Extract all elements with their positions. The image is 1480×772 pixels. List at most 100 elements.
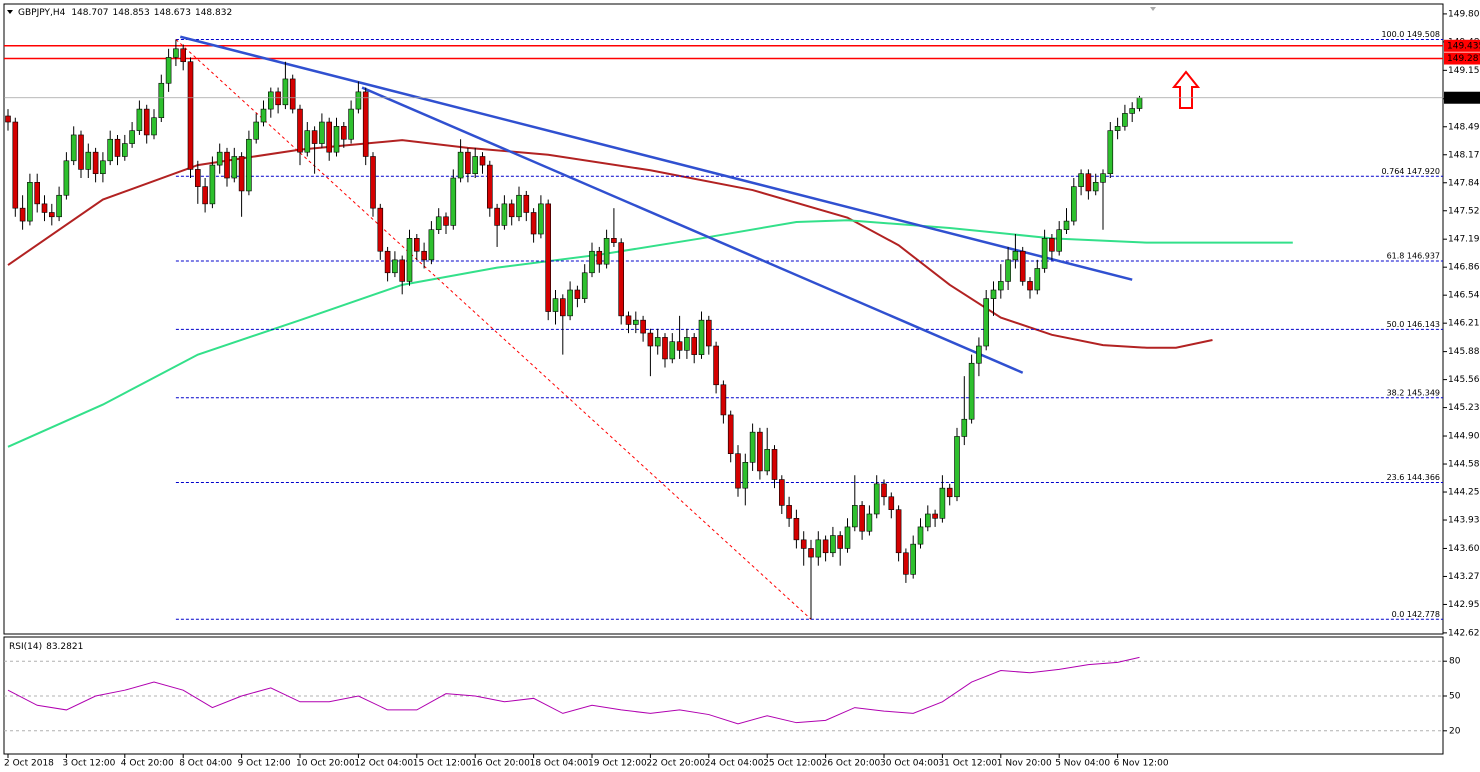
candle-body — [662, 337, 668, 360]
candle-body — [12, 121, 19, 209]
candle-body — [1129, 108, 1135, 114]
candle-body — [742, 462, 749, 489]
candle-body — [355, 91, 362, 110]
candle-body — [253, 121, 259, 140]
y-tick-label: 146.865 — [1448, 263, 1480, 273]
candle-body — [209, 164, 216, 205]
candle-body — [851, 505, 858, 528]
x-tick-label: 3 Oct 12:00 — [62, 759, 115, 769]
high: 148.853 — [113, 8, 150, 18]
y-tick-label: 144.905 — [1448, 432, 1480, 442]
candle-body — [122, 143, 128, 157]
candle-body — [866, 513, 873, 532]
candle-body — [793, 518, 800, 541]
up-arrow — [1171, 70, 1201, 109]
candle-body — [508, 203, 515, 218]
candle-body — [684, 337, 690, 351]
candle-body — [246, 138, 252, 192]
candle-body — [581, 272, 588, 299]
candle-body — [640, 319, 646, 334]
candle-body — [165, 57, 172, 84]
candle-body — [413, 238, 420, 252]
candle-body — [443, 216, 449, 226]
candle-body — [1092, 182, 1099, 192]
candle-body — [735, 453, 741, 489]
x-tick-label: 22 Oct 20:00 — [646, 759, 705, 769]
candle-body — [297, 108, 303, 153]
low: 148.673 — [154, 8, 191, 18]
candle-body — [494, 207, 500, 226]
candle-body — [5, 115, 11, 123]
candle-body — [136, 108, 143, 131]
candle-body — [282, 78, 289, 106]
y-tick-label: 148.170 — [1448, 150, 1480, 160]
level-badge — [1444, 39, 1480, 52]
x-tick-label: 30 Oct 04:00 — [880, 759, 939, 769]
x-tick-label: 12 Oct 04:00 — [354, 759, 413, 769]
candle-body — [304, 130, 311, 153]
candle-body — [983, 298, 990, 347]
y-tick-label: 144.255 — [1448, 488, 1480, 498]
candle-body — [1136, 97, 1143, 109]
candle-body — [647, 332, 654, 347]
candle-body — [632, 319, 639, 325]
candle-body — [143, 108, 150, 136]
candle-body — [1041, 238, 1048, 269]
candle-body — [727, 414, 734, 454]
candle-body — [406, 238, 413, 282]
candle-body — [370, 156, 376, 209]
candle-body — [107, 138, 113, 162]
candle-body — [903, 552, 909, 575]
candle-body — [822, 539, 829, 554]
candle-body — [567, 289, 573, 317]
fib-diagonal — [175, 39, 812, 620]
main-panel — [3, 3, 1444, 635]
level-badge — [1444, 52, 1480, 65]
candle-body — [195, 169, 201, 187]
candle-body — [574, 289, 581, 299]
x-tick-label: 9 Oct 12:00 — [238, 759, 291, 769]
shift-marker — [1150, 7, 1156, 11]
candle-body — [238, 156, 245, 192]
candle-body — [990, 289, 997, 299]
candle-body — [545, 203, 552, 312]
candle-body — [939, 487, 946, 519]
candle-body — [800, 539, 807, 549]
candle-body — [63, 160, 70, 196]
rsi-tick-label: 80 — [1449, 657, 1461, 667]
candle-body — [749, 431, 756, 463]
fib-label: 50.0 146.143 — [1387, 320, 1440, 329]
candle-body — [552, 298, 559, 312]
x-tick-label: 5 Nov 04:00 — [1055, 759, 1110, 769]
candle-body — [311, 130, 318, 144]
candle-body — [1019, 250, 1026, 282]
candle-body — [1027, 281, 1033, 291]
level-label: 149.435 — [1447, 41, 1480, 51]
y-tick-label: 147.520 — [1448, 206, 1480, 216]
candle-body — [873, 483, 880, 515]
candle-body — [1122, 113, 1128, 127]
candle-body — [114, 138, 121, 157]
y-tick-label: 145.560 — [1448, 375, 1480, 385]
candle-body — [764, 449, 771, 472]
moving-average — [7, 139, 1213, 349]
candle-body — [815, 539, 822, 558]
menu-icon — [7, 10, 13, 14]
x-tick-label: 19 Oct 12:00 — [588, 759, 647, 769]
candle-body — [611, 238, 617, 243]
x-tick-label: 1 Nov 20:00 — [997, 759, 1052, 769]
candle-body — [224, 151, 230, 179]
candle-body — [516, 194, 522, 218]
candle-body — [830, 535, 836, 554]
candle-body — [34, 182, 41, 205]
candle-body — [100, 160, 106, 175]
candle-body — [180, 48, 186, 63]
level-label: 149.287 — [1447, 54, 1480, 64]
x-tick-label: 18 Oct 04:00 — [530, 759, 589, 769]
candle-body — [384, 250, 391, 274]
y-tick-label: 142.620 — [1448, 628, 1480, 638]
candle-body — [289, 78, 296, 110]
